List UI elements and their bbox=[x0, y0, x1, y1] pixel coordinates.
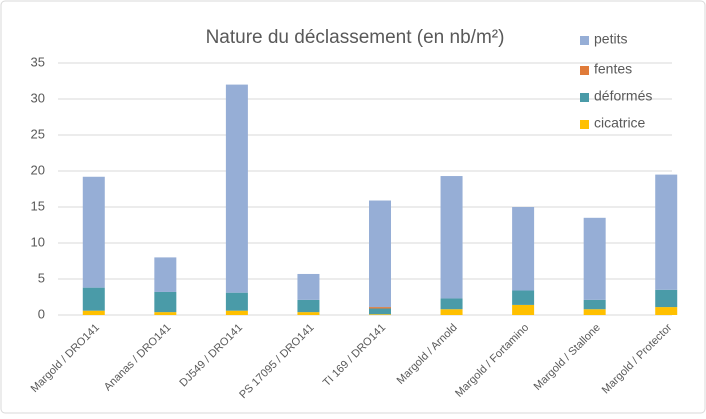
legend-swatch bbox=[580, 36, 589, 45]
bar-segment bbox=[369, 314, 391, 315]
y-tick-label: 20 bbox=[31, 162, 45, 177]
bar-segment bbox=[583, 309, 606, 315]
legend-swatch bbox=[580, 93, 589, 102]
y-tick-label: 30 bbox=[31, 90, 45, 105]
legend-label: cicatrice bbox=[594, 115, 646, 131]
bar-segment bbox=[297, 312, 320, 315]
bar-segment bbox=[512, 207, 535, 291]
chart-title: Nature du déclassement (en nb/m²) bbox=[206, 27, 505, 48]
bar-segment bbox=[225, 310, 248, 315]
legend-swatch bbox=[580, 66, 589, 75]
y-tick-label: 35 bbox=[31, 54, 45, 69]
legend-label: petits bbox=[594, 31, 627, 47]
bar-segment bbox=[297, 273, 320, 300]
legend-swatch bbox=[580, 120, 589, 129]
y-tick-label: 5 bbox=[38, 270, 45, 285]
bar-segment bbox=[154, 257, 177, 292]
bar-segment bbox=[225, 292, 248, 311]
bar-segment bbox=[225, 84, 248, 293]
bar-segment bbox=[440, 176, 463, 299]
y-tick-label: 0 bbox=[38, 306, 45, 321]
legend-label: fentes bbox=[594, 61, 632, 77]
bar-segment bbox=[82, 176, 105, 288]
y-tick-label: 15 bbox=[31, 198, 45, 213]
y-tick-label: 25 bbox=[31, 126, 45, 141]
bar-segment bbox=[440, 309, 463, 315]
bar-segment bbox=[583, 299, 606, 310]
bar-segment bbox=[512, 290, 535, 305]
bar-segment bbox=[154, 312, 177, 315]
bar-segment bbox=[440, 298, 463, 310]
bar-segment bbox=[82, 310, 105, 315]
bar-segment bbox=[369, 200, 391, 308]
bar-segment bbox=[369, 307, 391, 309]
bar-segment bbox=[512, 304, 535, 315]
bar-segment bbox=[655, 307, 678, 315]
bar-segment bbox=[154, 291, 177, 313]
bar-segment bbox=[583, 217, 606, 300]
bar-segment bbox=[655, 174, 678, 290]
legend-label: déformés bbox=[594, 88, 652, 104]
bar-segment bbox=[297, 299, 320, 313]
y-tick-label: 10 bbox=[31, 234, 45, 249]
bar-segment bbox=[655, 289, 678, 308]
bar-segment bbox=[369, 308, 391, 315]
bar-segment bbox=[82, 287, 105, 311]
